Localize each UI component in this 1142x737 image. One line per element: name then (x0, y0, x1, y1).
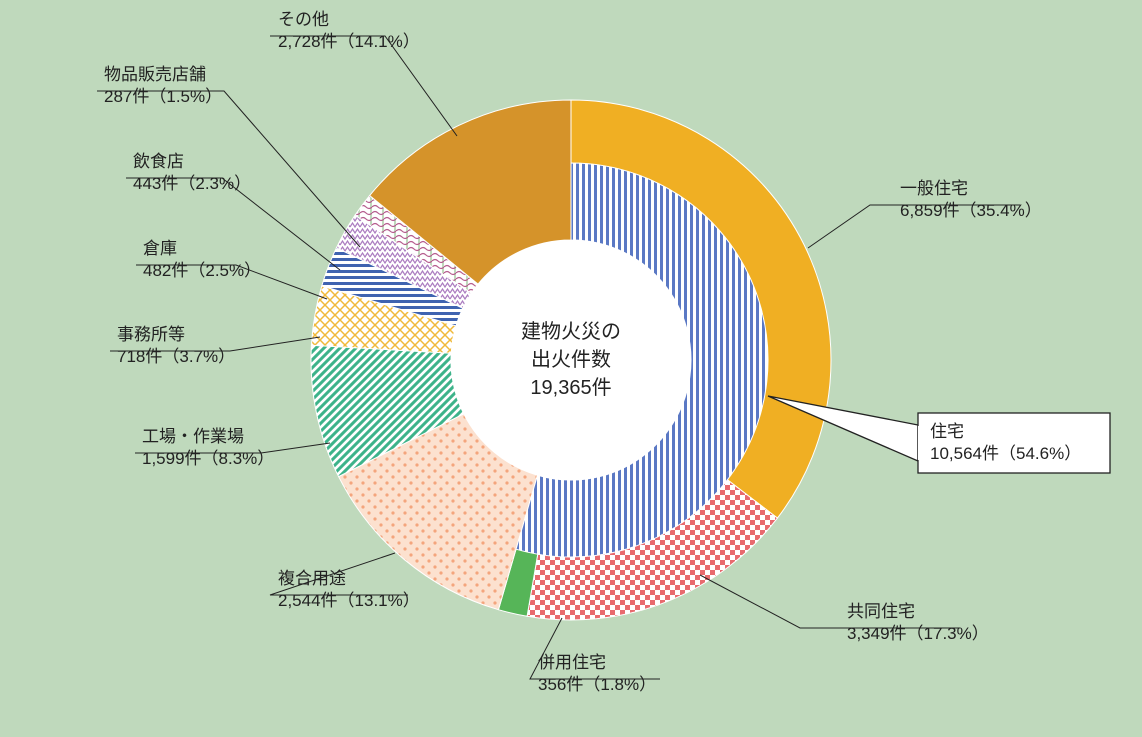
label-value-restaurant: 443件（2.3%） (133, 174, 251, 193)
label-value-mixed_use: 2,544件（13.1%） (278, 591, 420, 610)
label-name-office: 事務所等 (117, 325, 185, 344)
label-name-ordinary_house: 一般住宅 (900, 179, 968, 198)
label-name-restaurant: 飲食店 (133, 152, 184, 171)
callout-line1: 住宅 (930, 422, 964, 441)
label-value-other: 2,728件（14.1%） (278, 32, 420, 51)
label-value-office: 718件（3.7%） (117, 347, 235, 366)
label-value-combined_house: 356件（1.8%） (538, 675, 656, 694)
label-name-retail: 物品販売店舗 (104, 65, 206, 84)
label-value-ordinary_house: 6,859件（35.4%） (900, 201, 1042, 220)
center-text: 建物火災の出火件数 19,365件 (521, 320, 621, 399)
label-value-retail: 287件（1.5%） (104, 87, 222, 106)
center-text-line-1: 建物火災の (521, 320, 621, 343)
label-value-apartment: 3,349件（17.3%） (847, 624, 989, 643)
callout-line2: 10,564件（54.6%） (930, 444, 1081, 463)
donut-chart: 建物火災の出火件数 19,365件 一般住宅 6,859件（35.4%） 共同住宅 3,… (0, 0, 1142, 737)
label-value-warehouse: 482件（2.5%） (143, 261, 261, 280)
label-value-factory: 1,599件（8.3%） (142, 449, 274, 468)
label-name-mixed_use: 複合用途 (278, 569, 346, 588)
leader-other (270, 36, 457, 136)
label-name-combined_house: 併用住宅 (538, 653, 606, 672)
center-text-line-3: 19,365件 (530, 376, 611, 399)
label-name-apartment: 共同住宅 (847, 602, 915, 621)
label-name-warehouse: 倉庫 (143, 239, 177, 258)
label-name-factory: 工場・作業場 (142, 427, 244, 446)
center-text-line-2: 出火件数 (531, 348, 611, 371)
label-name-other: その他 (278, 10, 329, 29)
leader-apartment (700, 575, 960, 628)
